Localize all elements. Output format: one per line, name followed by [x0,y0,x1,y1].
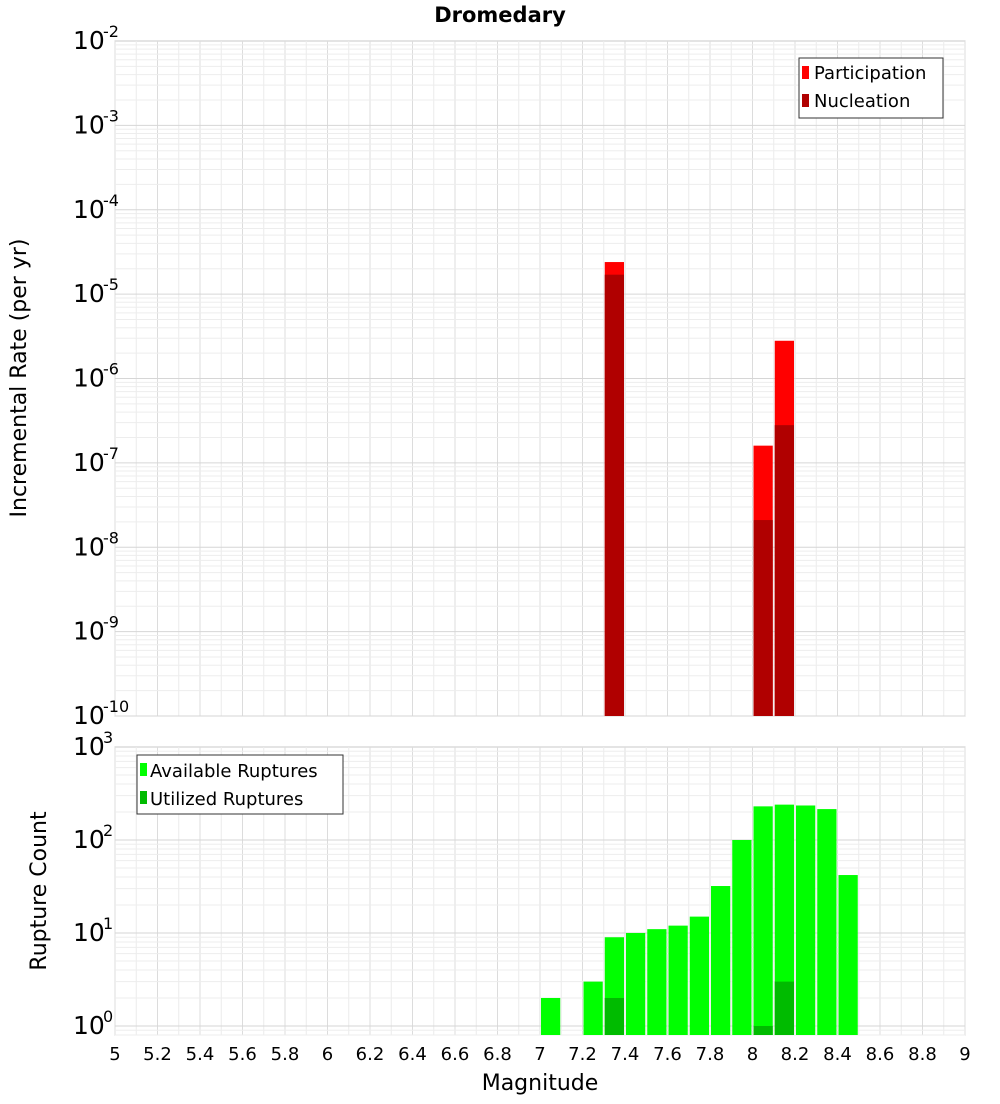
rate-bar-nucleation [753,520,773,716]
y-tick-exponent: 2 [103,821,113,840]
top-legend: Participation Nucleation [798,57,944,119]
x-tick-label: 6.2 [356,1044,385,1065]
y-tick-exponent: -8 [103,528,119,547]
x-tick-label: 6 [322,1044,333,1065]
x-tick-label: 7 [534,1044,545,1065]
legend-label-available: Available Ruptures [150,761,318,782]
x-tick-label: 9 [959,1044,970,1065]
y-tick-exponent: -6 [103,360,119,379]
y-tick-exponent: -5 [103,275,119,294]
x-tick-label: 5.6 [228,1044,257,1065]
y-tick-label: 10 [73,195,105,224]
chart-title: Dromedary [434,3,566,27]
x-tick-label: 8.4 [823,1044,852,1065]
x-tick-label: 7.6 [653,1044,682,1065]
y-tick-label: 10 [73,918,105,947]
y-tick-label: 10 [73,1011,105,1040]
y-tick-exponent: -4 [103,191,119,210]
bottom-legend-box [136,754,344,815]
y-tick-exponent: 0 [103,1007,113,1026]
count-bar-available-ruptures [668,925,688,1035]
count-bar-available-ruptures [753,806,773,1035]
rate-bar-nucleation [774,425,794,716]
x-tick-label: 6.6 [441,1044,470,1065]
rate-bar-nucleation [604,274,624,716]
count-bar-available-ruptures [541,997,561,1035]
x-tick-label: 5.2 [143,1044,172,1065]
x-tick-label: 8.6 [866,1044,895,1065]
x-tick-label: 5 [109,1044,120,1065]
y-tick-exponent: -2 [103,22,119,41]
y-tick-exponent: -9 [103,613,119,632]
y-tick-exponent: 1 [103,914,113,933]
count-bar-utilized-ruptures [753,1025,773,1035]
count-bar-available-ruptures [796,805,816,1035]
count-bar-available-ruptures [732,839,752,1035]
bottom-y-axis-label: Rupture Count [27,811,52,971]
x-tick-label: 7.2 [568,1044,597,1065]
x-tick-label: 8.2 [781,1044,810,1065]
y-tick-label: 10 [73,448,105,477]
legend-label-nucleation: Nucleation [814,91,910,112]
count-bar-utilized-ruptures [604,997,624,1035]
y-tick-exponent: -3 [103,106,119,125]
y-tick-label: 10 [73,701,105,730]
x-tick-label: 5.4 [186,1044,215,1065]
y-tick-label: 10 [73,617,105,646]
count-bar-available-ruptures [647,929,667,1035]
top-y-axis-label: Incremental Rate (per yr) [7,239,32,518]
legend-label-utilized: Utilized Ruptures [150,789,303,810]
x-tick-label: 8 [747,1044,758,1065]
bottom-legend: Available Ruptures Utilized Ruptures [136,754,344,815]
y-tick-exponent: 3 [103,728,113,747]
y-tick-label: 10 [73,26,105,55]
count-bar-utilized-ruptures [774,981,794,1035]
count-bar-available-ruptures [626,932,646,1035]
y-tick-label: 10 [73,110,105,139]
legend-swatch-utilized [140,791,147,804]
top-grid [114,41,966,717]
y-tick-exponent: -7 [103,444,119,463]
x-tick-label: 6.8 [483,1044,512,1065]
count-bar-available-ruptures [689,916,709,1035]
bottom-bars [541,804,858,1035]
count-bar-available-ruptures [583,981,603,1035]
x-tick-labels: 5 5.2 5.4 5.6 5.8 6 6.2 6.4 6.6 6.8 7 7.2 7.4 7.6 7.8 8… [109,1044,970,1065]
legend-swatch-participation [802,66,809,79]
x-axis-label: Magnitude [482,1071,599,1096]
top-legend-box [798,57,944,119]
legend-swatch-available [140,763,147,776]
count-bar-available-ruptures [838,875,858,1035]
y-tick-label: 10 [73,279,105,308]
y-tick-label: 10 [73,825,105,854]
y-tick-label: 10 [73,732,105,761]
legend-swatch-nucleation [802,94,809,107]
x-tick-label: 6.4 [398,1044,427,1065]
count-bar-available-ruptures [817,809,837,1035]
legend-label-participation: Participation [814,63,926,84]
x-tick-label: 5.8 [271,1044,300,1065]
top-bars [604,262,794,716]
count-bar-available-ruptures [774,804,794,1035]
x-tick-label: 8.8 [908,1044,937,1065]
count-bar-available-ruptures [711,886,731,1035]
y-tick-exponent: -10 [103,697,129,716]
y-tick-label: 10 [73,532,105,561]
x-tick-label: 7.8 [696,1044,725,1065]
y-tick-label: 10 [73,364,105,393]
x-tick-label: 7.4 [611,1044,640,1065]
